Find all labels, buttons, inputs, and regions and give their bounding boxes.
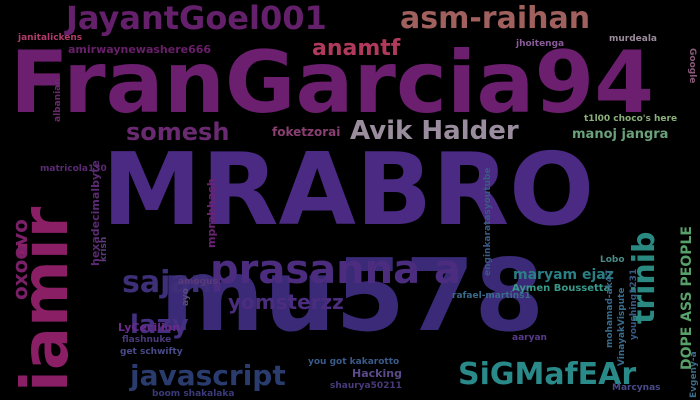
- word-aaryan: aaryan: [512, 333, 547, 343]
- word-t1l00-chocos-here: t1l00 choco's here: [584, 114, 678, 124]
- word-ayo: ayo: [181, 288, 191, 306]
- word-yomsterzz: yomsterzz: [228, 290, 344, 314]
- word-mohamad-ak47: mohamad-ak47: [605, 269, 615, 348]
- word-krish: krish: [99, 236, 109, 262]
- word-evgeny-a: Evgeny-a: [689, 351, 699, 398]
- word-matricola130: matricola130: [40, 164, 107, 174]
- word-asm-raihan: asm-raihan: [400, 1, 591, 36]
- word-avik-halder: Avik Halder: [350, 116, 519, 146]
- word-maryam-ejaz: maryam ejaz: [513, 267, 614, 283]
- word-vinayakvispute: VinayakVispute: [617, 287, 627, 366]
- word-somesh: somesh: [126, 118, 230, 146]
- word-you-got-kakarotto: you got kakarotto: [308, 357, 400, 367]
- word-amirwaynewashere666: amirwaynewashere666: [68, 43, 212, 56]
- word-sajan: sajan: [122, 265, 212, 300]
- word-jayantgoel001: JayantGoel001: [66, 0, 327, 37]
- word-murdeala: murdeala: [609, 34, 658, 44]
- word-get-schwifty: get schwifty: [120, 347, 183, 357]
- word-google: Google: [687, 48, 697, 84]
- word-javascript: javascript: [130, 359, 286, 392]
- word-youshing1231: youshing1231: [629, 268, 639, 340]
- word-boom-shakalaka: boom shakalaka: [152, 389, 235, 399]
- word-manoj-jangra: manoj jangra: [572, 127, 669, 142]
- word-lobo: Lobo: [600, 255, 625, 265]
- word-enginkaratasyoutube: enginkaratasyoutube: [483, 167, 493, 276]
- word-shaurya50211: shaurya50211: [330, 381, 402, 391]
- word-dope-ass-people: DOPE ASS PEOPLE: [679, 226, 695, 370]
- word-oxoovo: oxoovo: [8, 219, 32, 300]
- word-sigmafear: SiGMafEAr: [458, 357, 637, 392]
- word-frangarcia94: FranGarcia94: [10, 33, 655, 133]
- word-mprabhash: mprabhash: [205, 178, 218, 248]
- word-rafael-martins1: rafael-martins1: [452, 291, 531, 301]
- word-foketzorai: foketzorai: [272, 125, 341, 139]
- word-albanian: albanian: [53, 78, 63, 122]
- word-janitalickens: janitalickens: [18, 33, 83, 43]
- word-amogus: amogus: [178, 277, 218, 287]
- word-aymen-boussetta: Aymen Boussetta: [512, 283, 611, 294]
- word-mrabro: MRABRO: [102, 131, 595, 248]
- word-anamtf: anamtf: [312, 36, 401, 61]
- word-hacking: Hacking: [352, 367, 402, 380]
- word-jhoitenga: jhoitenga: [516, 39, 565, 49]
- word-mu578: mu578: [160, 237, 545, 354]
- word-lycecilion: LyCecilion: [118, 321, 181, 334]
- word-lazy: lazy: [130, 310, 189, 340]
- word-marcynas: Marcynas: [612, 383, 661, 393]
- word-prasanna-a: prasanna a: [210, 247, 462, 293]
- word-flashnuke: flashnuke: [122, 335, 172, 345]
